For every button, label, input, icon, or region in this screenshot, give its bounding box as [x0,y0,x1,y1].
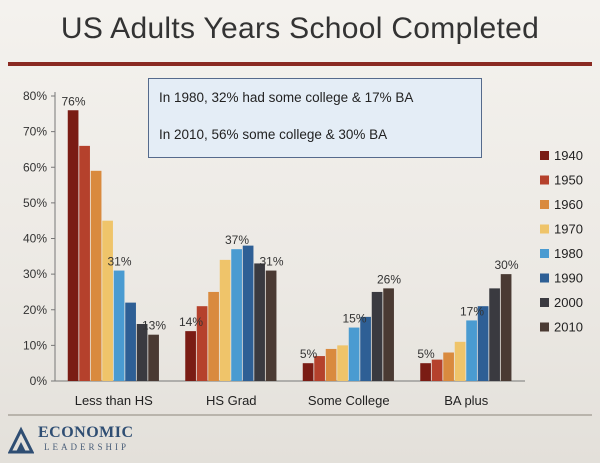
legend-label: 1990 [554,271,583,286]
page-title: US Adults Years School Completed [60,12,540,45]
category-label: Less than HS [75,393,153,408]
y-tick-label: 40% [23,232,47,246]
bar [90,170,102,381]
bar [79,145,90,381]
legend-swatch [540,322,549,332]
data-label: 31% [107,255,131,269]
bar [337,345,348,381]
bar [113,270,125,381]
bar [185,331,196,381]
bar [489,288,500,381]
legend-label: 2010 [554,320,583,335]
legend-label: 1980 [554,246,583,261]
y-tick-label: 80% [23,89,47,103]
bar [242,245,254,381]
bar [500,274,512,381]
legend-swatch [540,298,549,307]
data-label: 37% [225,233,249,247]
legend-label: 1950 [554,173,583,188]
callout-box: In 1980, 32% had some college & 17% BA I… [148,78,482,158]
title-divider [8,62,592,66]
data-label: 31% [259,255,283,269]
callout-line-2010: In 2010, 56% some college & 30% BA [159,127,388,142]
bar [454,341,466,381]
bar [302,363,314,381]
legend-swatch [540,200,549,209]
category-label: HS Grad [206,393,257,408]
callout-line-1980: In 1980, 32% had some college & 17% BA [159,90,414,105]
logo-icon [8,426,34,454]
data-label: 76% [61,94,85,108]
bar [125,302,136,381]
data-label: 5% [300,347,318,361]
bar [383,288,394,381]
legend-swatch [540,151,549,160]
logo-name: ECONOMIC [38,424,134,441]
bar [371,291,383,381]
y-tick-label: 50% [23,196,47,210]
bar [443,352,454,381]
legend-swatch [540,249,549,258]
bar [314,356,325,381]
data-label: 13% [142,319,166,333]
legend-label: 1960 [554,197,583,212]
bar [265,270,277,381]
bar [254,263,265,381]
bar [420,363,431,381]
bar [148,334,159,381]
y-tick-label: 0% [30,374,48,388]
y-tick-label: 10% [23,338,47,352]
bar [466,320,477,381]
bar [102,220,113,381]
bar [477,306,489,381]
data-label: 5% [417,347,435,361]
data-label: 17% [460,304,484,318]
data-label: 15% [342,312,366,326]
bar [196,306,208,381]
legend-swatch [540,224,549,234]
bar [348,327,360,381]
legend-label: 1940 [554,148,583,163]
legend-swatch [540,273,549,283]
y-tick-label: 20% [23,303,47,317]
category-label: BA plus [444,393,489,408]
bar [208,291,219,381]
legend-swatch [540,175,549,185]
bar [431,359,443,381]
data-label: 26% [377,272,401,286]
legend-label: 1970 [554,222,583,237]
logo-subtitle: LEADERSHIP [44,442,130,452]
category-label: Some College [308,393,390,408]
bar [67,110,79,381]
footer-divider [8,414,592,416]
data-label: 14% [179,315,203,329]
y-tick-label: 30% [23,267,47,281]
y-tick-label: 70% [23,125,47,139]
legend-label: 2000 [554,295,583,310]
data-label: 30% [494,258,518,272]
y-tick-label: 60% [23,160,47,174]
bar [360,316,371,381]
bar [231,249,242,381]
bar [136,324,148,381]
bar [325,348,337,381]
bar [219,259,231,381]
